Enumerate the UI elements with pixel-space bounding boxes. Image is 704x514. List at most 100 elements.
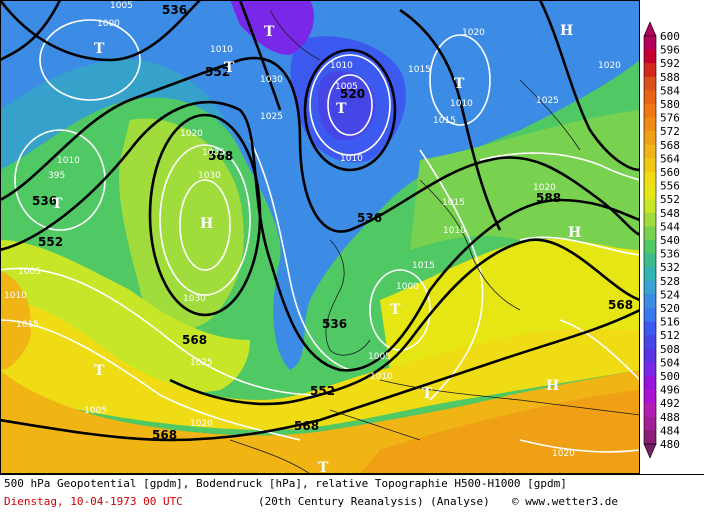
pressure-label: 1005 (84, 406, 107, 416)
pressure-label: 1020 (598, 61, 621, 71)
date-label: Dienstag, 10-04-1973 00 UTC (4, 495, 183, 508)
legend-swatch (644, 144, 656, 159)
field-band-cyan (0, 59, 240, 170)
legend-swatch (644, 335, 656, 350)
height-label: 568 (152, 428, 177, 442)
low-marker: T (318, 460, 329, 474)
height-label: 552 (310, 384, 335, 398)
height-label: 568 (208, 149, 233, 163)
pressure-label: 1015 (433, 116, 456, 126)
legend-value-label: 564 (660, 152, 680, 165)
pressure-label: 1020 (190, 419, 213, 429)
legend-value-label: 528 (660, 275, 680, 288)
high-marker: H (568, 225, 581, 241)
legend-swatch (644, 430, 656, 445)
pressure-label: 1030 (183, 294, 206, 304)
legend-value-label: 572 (660, 125, 680, 138)
high-marker: H (200, 216, 213, 232)
pressure-label: 395 (48, 171, 65, 181)
field-band-green-east (410, 110, 640, 255)
pressure-label: 1020 (552, 449, 575, 459)
legend-swatch (644, 294, 656, 309)
legend-swatch (644, 172, 656, 187)
legend-value-label: 500 (660, 370, 680, 383)
legend-swatch (644, 36, 656, 51)
pressure-label: 1025 (190, 358, 213, 368)
source-label: (20th Century Reanalysis) (Analyse) (258, 495, 490, 508)
map-description: 500 hPa Geopotential [gpdm], Bodendruck … (4, 477, 567, 490)
legend-arrow-bottom (643, 443, 657, 459)
pressure-label: 1020 (533, 183, 556, 193)
legend-value-label: 580 (660, 98, 680, 111)
low-marker: T (422, 386, 433, 402)
low-marker: T (224, 60, 235, 76)
pressure-label: 1015 (408, 65, 431, 75)
legend-value-label: 540 (660, 234, 680, 247)
high-marker: H (560, 23, 573, 39)
field-band-west-orange (0, 270, 31, 370)
legend-value-label: 536 (660, 248, 680, 261)
height-label: 536 (357, 211, 382, 225)
legend-value-label: 488 (660, 411, 680, 424)
legend-swatch (644, 212, 656, 227)
height-contours (0, 0, 640, 442)
high-marker: H (546, 378, 559, 394)
legend-swatch (644, 416, 656, 431)
pressure-label: 1005 (368, 352, 391, 362)
field-band-deep-orange (360, 390, 640, 474)
legend-value-label: 504 (660, 356, 680, 369)
legend-value-label: 556 (660, 180, 680, 193)
pressure-label: 1010 (4, 291, 27, 301)
legend-swatch (644, 321, 656, 336)
pressure-label: 1030 (198, 171, 221, 181)
pressure-label: 1010 (330, 61, 353, 71)
legend-value-label: 592 (660, 57, 680, 70)
pressure-label: 1005 (18, 267, 41, 277)
legend-swatch (644, 158, 656, 173)
legend-swatch (644, 49, 656, 64)
pressure-label: 1025 (536, 96, 559, 106)
low-marker: T (94, 41, 105, 57)
field-band-purple-top (230, 0, 314, 55)
credit-label: © www.wetter3.de (512, 495, 618, 508)
legend-swatch (644, 253, 656, 268)
height-label: 568 (208, 149, 233, 163)
low-marker: T (336, 101, 347, 117)
legend-arrow-top (643, 21, 657, 37)
pressure-label: 1010 (443, 226, 466, 236)
legend-swatch (644, 308, 656, 323)
legend-value-label: 484 (660, 424, 680, 437)
height-label: 568 (182, 333, 207, 347)
height-label: 552 (38, 235, 63, 249)
pressure-label: 1010 (210, 45, 233, 55)
low-marker: T (52, 196, 63, 212)
pressure-label: 1010 (450, 99, 473, 109)
legend-swatch (644, 362, 656, 377)
low-marker: T (454, 76, 465, 92)
pressure-label: 1025 (260, 112, 283, 122)
legend-swatch (644, 240, 656, 255)
map-frame (0, 0, 640, 474)
height-label: 536 (32, 194, 57, 208)
legend-value-label: 552 (660, 193, 680, 206)
legend-value-label: 576 (660, 112, 680, 125)
field-band-yellow-south (0, 300, 640, 430)
legend-swatch (644, 348, 656, 363)
color-legend: 6005965925885845805765725685645605565525… (643, 21, 680, 459)
pressure-isobars (0, 19, 640, 453)
legend-swatch (644, 280, 656, 295)
pressure-label: 1030 (260, 75, 283, 85)
height-label: 536 (162, 3, 187, 17)
legend-swatch (644, 104, 656, 119)
legend-value-label: 544 (660, 220, 680, 233)
height-label: 536 (322, 317, 347, 331)
legend-swatch (644, 226, 656, 241)
height-label: 568 (294, 419, 319, 433)
legend-swatch (644, 199, 656, 214)
pressure-label: 1035 (202, 148, 225, 158)
legend-value-label: 492 (660, 397, 680, 410)
legend-value-label: 516 (660, 316, 680, 329)
low-marker: T (264, 24, 275, 40)
legend-swatch (644, 403, 656, 418)
legend-value-label: 512 (660, 329, 680, 342)
